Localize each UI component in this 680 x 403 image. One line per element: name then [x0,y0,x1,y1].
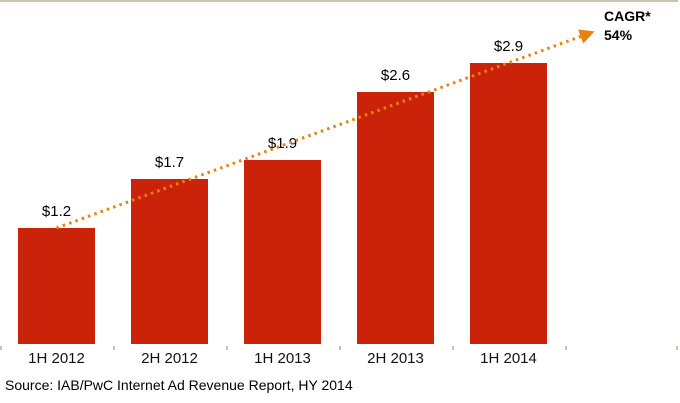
bar-1h-2014 [470,62,547,344]
x-axis-label: 1H 2012 [28,350,85,367]
x-axis-label: 2H 2012 [141,350,198,367]
bar-value-label: $1.2 [41,202,72,220]
x-axis-line [0,0,678,2]
bar-value-label: $2.6 [380,66,411,84]
bar-value-label: $1.7 [154,154,185,172]
bar-1h-2012 [18,227,95,344]
x-axis-tick [0,346,2,350]
cagr-annotation: CAGR* 54% [604,7,651,45]
x-axis-label: 1H 2013 [254,350,311,367]
bar-value-label: $1.9 [267,134,298,152]
bar-value-label: $2.9 [493,37,524,55]
source-text: Source: IAB/PwC Internet Ad Revenue Repo… [5,377,353,393]
cagr-label: CAGR* [604,8,651,24]
x-axis-tick [565,346,567,350]
x-axis-label: 2H 2013 [367,350,424,367]
x-axis-label: 1H 2014 [480,350,537,367]
bar-1h-2013 [244,159,321,344]
x-axis-tick [339,346,341,350]
bar-2h-2013 [357,91,434,344]
bar-2h-2012 [131,179,208,344]
x-axis-tick [226,346,228,350]
cagr-value: 54% [604,27,633,43]
x-axis-tick [452,346,454,350]
x-axis-tick [113,346,115,350]
x-axis-tick [676,346,678,350]
